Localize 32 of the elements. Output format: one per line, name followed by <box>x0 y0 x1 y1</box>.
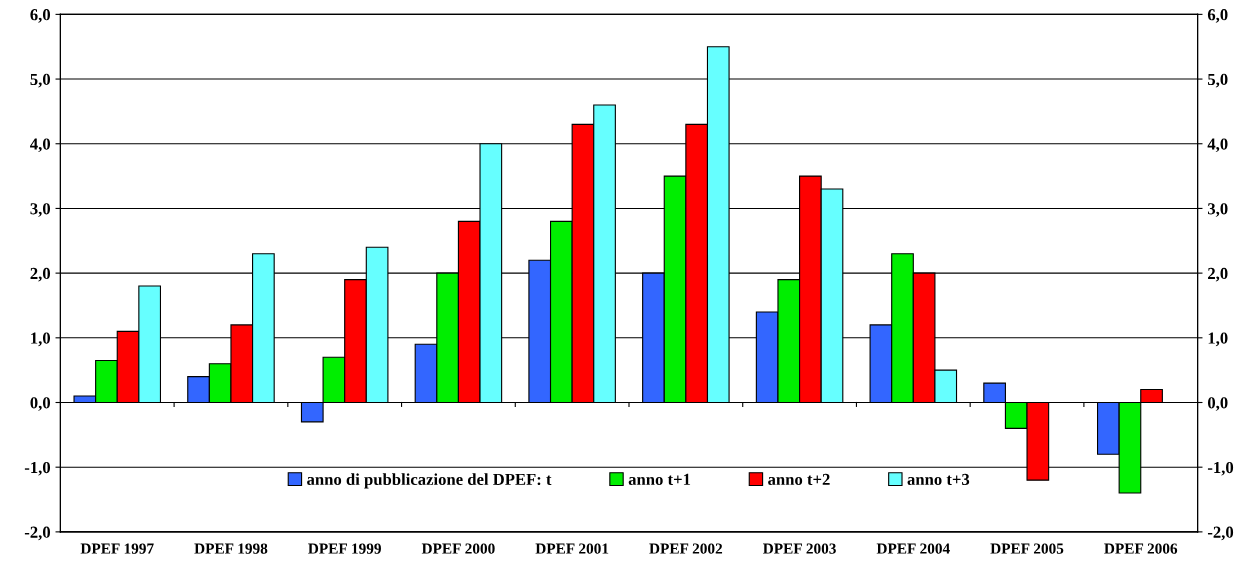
y2-tick-label: 1,0 <box>1208 332 1228 347</box>
y-tick-label: -2,0 <box>24 526 51 541</box>
y-tick-label: 5,0 <box>30 73 51 88</box>
legend-label: anno t+3 <box>907 473 970 486</box>
x-tick-label: DPEF 2002 <box>649 543 723 554</box>
x-tick-label: DPEF 1998 <box>194 543 268 554</box>
x-tick-label: DPEF 2001 <box>535 543 609 554</box>
y-tick-label: 2,0 <box>30 267 51 282</box>
legend-label: anno t+1 <box>628 473 691 486</box>
y2-tick-label: 3,0 <box>1207 203 1228 217</box>
x-tick-label: DPEF 2003 <box>763 543 836 554</box>
y-tick-label: 3,0 <box>30 203 51 217</box>
y-tick-label: -1,0 <box>24 461 51 476</box>
y-tick-label: 6,0 <box>30 9 51 23</box>
y-tick-label: 1,0 <box>31 332 51 347</box>
y2-tick-label: 6,0 <box>1207 9 1228 23</box>
x-tick-label: DPEF 1999 <box>308 543 381 554</box>
y2-tick-label: -2,0 <box>1207 526 1234 541</box>
x-tick-label: DPEF 1997 <box>80 543 154 554</box>
x-tick-label: DPEF 2005 <box>990 543 1064 554</box>
x-tick-label: DPEF 2006 <box>1104 543 1178 554</box>
legend-label: anno t+2 <box>768 473 830 486</box>
y2-tick-label: 0,0 <box>1207 397 1228 411</box>
legend-label: anno di pubblicazione del DPEF: t <box>307 473 552 489</box>
y-tick-label: 0,0 <box>30 397 51 411</box>
y-tick-label: 4,0 <box>30 138 51 153</box>
y2-tick-label: 2,0 <box>1208 267 1228 282</box>
y2-tick-label: -1,0 <box>1207 461 1234 476</box>
y2-tick-label: 4,0 <box>1207 138 1228 153</box>
x-tick-label: DPEF 2004 <box>876 543 950 554</box>
x-tick-label: DPEF 2000 <box>421 543 495 554</box>
y2-tick-label: 5,0 <box>1208 73 1228 88</box>
